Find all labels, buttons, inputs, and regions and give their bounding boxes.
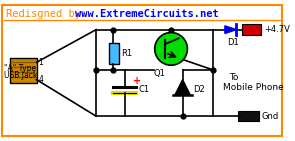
Text: D2: D2 xyxy=(193,85,205,94)
Text: Q1: Q1 xyxy=(154,69,165,78)
Text: Gnd: Gnd xyxy=(261,112,279,121)
Text: D1: D1 xyxy=(227,38,239,47)
Polygon shape xyxy=(175,80,190,95)
Text: "A" Type: "A" Type xyxy=(4,64,36,73)
Text: 4: 4 xyxy=(38,75,43,84)
Polygon shape xyxy=(225,26,236,34)
Text: To: To xyxy=(229,73,238,82)
Text: Redisgned by:: Redisgned by: xyxy=(6,8,93,18)
Circle shape xyxy=(155,33,187,65)
Text: USB Jack: USB Jack xyxy=(4,71,37,80)
Text: +4.7V: +4.7V xyxy=(264,25,290,34)
Bar xyxy=(242,24,261,35)
Text: +: + xyxy=(133,76,141,86)
Text: R1: R1 xyxy=(121,49,132,58)
Bar xyxy=(10,59,37,83)
Bar xyxy=(238,111,260,121)
Text: www.ExtremeCircuits.net: www.ExtremeCircuits.net xyxy=(75,8,219,18)
Text: Mobile Phone: Mobile Phone xyxy=(223,83,284,92)
Text: C1: C1 xyxy=(138,85,150,94)
Text: 1: 1 xyxy=(38,58,43,67)
Bar xyxy=(109,43,119,64)
